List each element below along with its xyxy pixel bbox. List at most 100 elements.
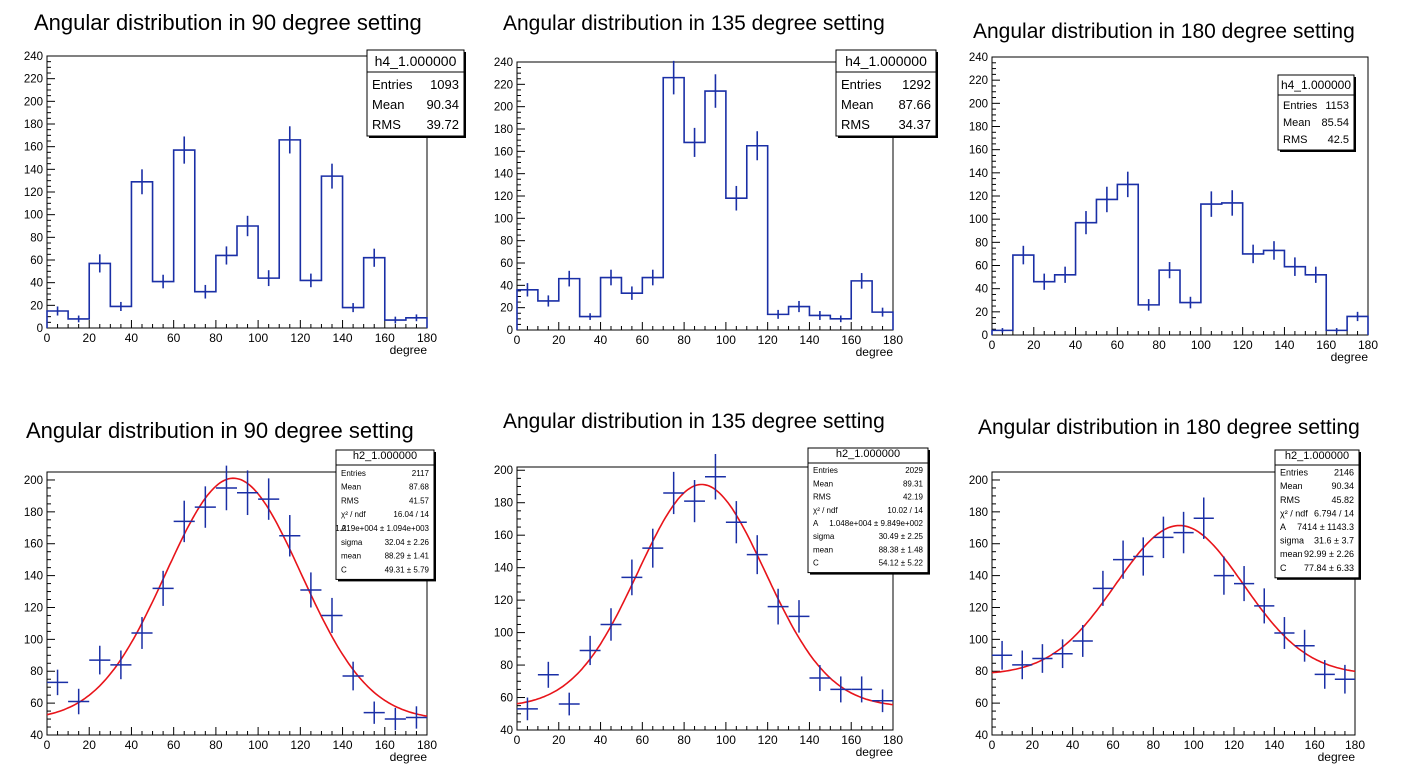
x-tick-label: 140 <box>799 733 819 747</box>
stats-value: 89.31 <box>903 479 924 488</box>
y-tick-label: 180 <box>494 124 513 136</box>
stats-label: χ² / ndf <box>1280 508 1308 518</box>
stats-value: 42.5 <box>1328 134 1349 146</box>
stats-value: 88.29 ± 1.41 <box>385 552 430 561</box>
y-tick-label: 200 <box>24 96 43 108</box>
y-tick-label: 240 <box>494 57 513 69</box>
chart-title: Angular distribution in 135 degree setti… <box>503 12 885 35</box>
x-tick-label: 0 <box>514 333 521 347</box>
stats-label: RMS <box>341 496 359 505</box>
stats-label: RMS <box>841 117 870 132</box>
stats-value: 30.49 ± 2.25 <box>879 532 924 541</box>
y-tick-label: 160 <box>969 145 988 157</box>
chart-title: Angular distribution in 90 degree settin… <box>34 10 422 35</box>
y-tick-label: 200 <box>494 102 513 114</box>
stats-label: C <box>813 559 819 568</box>
x-tick-label: 80 <box>677 733 691 747</box>
x-tick-label: 20 <box>83 738 97 752</box>
y-tick-label: 180 <box>969 122 988 134</box>
y-tick-label: 0 <box>982 330 988 342</box>
stats-value: 88.38 ± 1.48 <box>879 545 924 554</box>
y-tick-label: 180 <box>24 119 43 131</box>
y-tick-label: 100 <box>494 213 513 225</box>
x-tick-label: 180 <box>417 331 437 345</box>
stats-label: mean <box>813 545 833 554</box>
stats-value: 90.34 <box>426 97 459 112</box>
x-tick-label: 60 <box>1111 338 1125 352</box>
stats-box <box>1277 74 1355 151</box>
x-tick-label: 60 <box>636 733 650 747</box>
x-tick-label: 80 <box>209 738 223 752</box>
chart-panel-hist-90: 0 20 40 60 80 100 120 140 160 180 0 20 40 60 80 100 120 1… <box>24 49 466 357</box>
x-tick-label: 140 <box>333 331 353 345</box>
x-tick-label: 40 <box>1069 338 1083 352</box>
x-axis-label: degree <box>390 343 428 357</box>
y-tick-label: 40 <box>975 284 988 296</box>
y-tick-label: 220 <box>494 79 513 91</box>
histogram-outline <box>46 139 428 328</box>
x-tick-label: 120 <box>1224 738 1244 752</box>
stats-label: mean <box>1280 549 1303 559</box>
x-tick-label: 60 <box>167 331 181 345</box>
stats-label: RMS <box>1280 495 1300 505</box>
stats-value: 85.54 <box>1321 117 1349 129</box>
stats-label: Mean <box>1283 117 1311 129</box>
x-tick-label: 120 <box>290 331 310 345</box>
x-tick-label: 160 <box>1305 738 1325 752</box>
stats-label: Entries <box>841 77 882 92</box>
y-tick-label: 140 <box>24 164 43 176</box>
stats-value: 49.31 ± 5.79 <box>385 565 430 574</box>
x-tick-label: 180 <box>1345 738 1365 752</box>
x-tick-label: 100 <box>1191 338 1211 352</box>
x-tick-label: 120 <box>1233 338 1253 352</box>
x-tick-label: 60 <box>167 738 181 752</box>
stats-label: sigma <box>813 532 835 541</box>
y-tick-label: 20 <box>30 300 43 312</box>
y-tick-label: 120 <box>969 602 988 614</box>
y-tick-label: 40 <box>30 730 43 742</box>
x-axis-label: degree <box>390 750 428 764</box>
stats-label: RMS <box>813 493 831 502</box>
histogram-outline <box>991 183 1369 335</box>
stats-label: Entries <box>813 466 838 475</box>
x-axis-label: degree <box>1318 750 1356 764</box>
y-tick-label: 160 <box>494 146 513 158</box>
chart-panel-fit-135: 0 20 40 60 80 100 120 140 160 180 40 60 80 100 120 140 1… <box>494 447 930 759</box>
x-tick-label: 160 <box>841 733 861 747</box>
x-tick-label: 140 <box>1264 738 1284 752</box>
stats-box <box>366 49 465 137</box>
stats-value: 2146 <box>1334 468 1354 478</box>
chart-title: Angular distribution in 90 degree settin… <box>26 418 414 443</box>
stats-label: Entries <box>1280 468 1309 478</box>
y-tick-label: 220 <box>969 75 988 87</box>
stats-box-name: h2_1.000000 <box>836 448 900 460</box>
y-tick-label: 0 <box>507 325 513 337</box>
stats-value: 42.19 <box>903 493 924 502</box>
fit-curve <box>46 477 428 717</box>
x-tick-label: 60 <box>636 333 650 347</box>
x-tick-label: 120 <box>290 738 310 752</box>
y-tick-label: 20 <box>975 307 988 319</box>
chart-title: Angular distribution in 180 degree setti… <box>973 20 1355 43</box>
y-tick-label: 200 <box>24 475 43 487</box>
y-tick-label: 80 <box>30 666 43 678</box>
x-tick-label: 180 <box>883 733 903 747</box>
chart-title: Angular distribution in 135 degree setti… <box>503 410 885 433</box>
x-tick-label: 40 <box>594 733 608 747</box>
y-tick-label: 180 <box>969 507 988 519</box>
stats-label: sigma <box>1280 536 1304 546</box>
stats-label: C <box>341 565 347 574</box>
y-tick-label: 140 <box>969 571 988 583</box>
x-tick-label: 160 <box>841 333 861 347</box>
stats-value: 2117 <box>412 469 430 478</box>
y-tick-label: 160 <box>24 539 43 551</box>
stats-box-name: h4_1.000000 <box>845 53 927 69</box>
stats-box-name: h2_1.000000 <box>1285 450 1349 462</box>
x-tick-label: 20 <box>1027 338 1041 352</box>
stats-label: Entries <box>341 469 366 478</box>
stats-value: 16.04 / 14 <box>393 510 429 519</box>
y-tick-label: 160 <box>494 530 513 542</box>
stats-label: χ² / ndf <box>813 506 838 515</box>
stats-label: A <box>813 519 819 528</box>
y-tick-label: 120 <box>494 595 513 607</box>
